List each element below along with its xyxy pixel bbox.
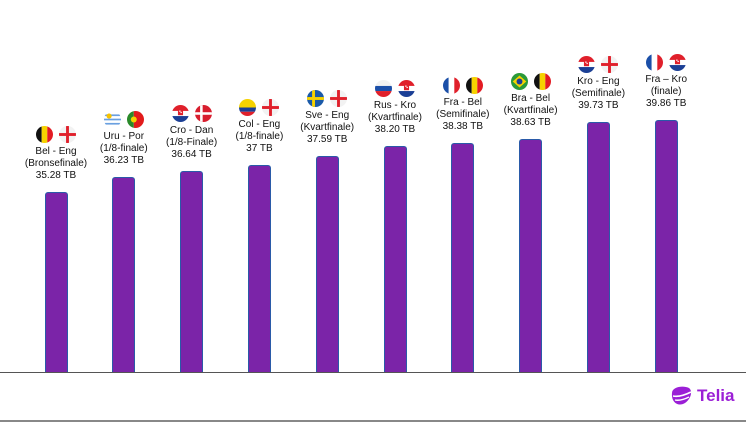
match-text: Uru - Por xyxy=(103,131,145,142)
value-label-text: 39.73 TB xyxy=(578,100,619,112)
colombia-flag-icon xyxy=(239,98,257,116)
stage-text: (1/8-finale) xyxy=(235,130,284,142)
bar-5 xyxy=(383,146,407,373)
uruguay-flag-icon xyxy=(103,111,121,128)
bar-label-8: Kro - Eng (Semifinale) 39.73 TB xyxy=(543,56,653,112)
belgium-flag-icon xyxy=(533,73,551,91)
bar-chart: Bel - Eng (Bronsefinale) 35.28 TB Uru - Por… xyxy=(1,54,721,373)
bar-label-9: Fra – Kro (finale) 39.86 TB xyxy=(611,54,721,110)
bar-label-5: Rus - Kro (Kvartfinale) 38.20 TB xyxy=(340,80,450,136)
belgium-flag-icon xyxy=(36,125,53,143)
match-text: Sve - Eng xyxy=(305,109,350,121)
value-label-text: 38.20 TB xyxy=(374,124,416,136)
stage-text: (Semifinale) xyxy=(571,88,626,100)
bar-label-0: Bel - Eng (Bronsefinale) 35.28 TB xyxy=(1,125,111,182)
bar-3 xyxy=(247,164,271,373)
russia-flag-icon xyxy=(375,80,392,98)
flags xyxy=(340,80,450,98)
match-text: Bra - Bel xyxy=(511,93,551,105)
england-flag-icon xyxy=(59,125,76,143)
bar-label-3: Col - Eng (1/8-finale) 37 TB xyxy=(204,98,314,155)
denmark-flag-icon xyxy=(194,104,212,122)
flags xyxy=(1,125,111,143)
match-text: Rus - Kro xyxy=(373,100,417,112)
england-flag-icon xyxy=(601,56,619,74)
value-label-text: 39.86 TB xyxy=(645,98,687,109)
portugal-flag-icon xyxy=(126,111,144,128)
bar-label-6: Fra - Bel (Semifinale) 38.38 TB xyxy=(408,77,518,133)
stage-text: (Kvartfinale) xyxy=(503,105,558,117)
bar-7 xyxy=(519,139,543,373)
telia-logo-icon xyxy=(671,386,692,405)
brazil-flag-icon xyxy=(510,73,528,91)
value-label-text: 35.28 TB xyxy=(35,169,77,181)
match-text: Fra – Kro xyxy=(645,74,688,85)
value-label-text: 36.23 TB xyxy=(103,155,144,166)
stage-text: (finale) xyxy=(650,86,682,97)
bar-1 xyxy=(112,176,136,373)
flags xyxy=(476,73,586,91)
croatia-flag-icon xyxy=(171,104,189,122)
telia-logo-text: Telia xyxy=(697,386,735,405)
match-text: Cro - Dan xyxy=(169,124,214,136)
flags xyxy=(272,89,382,107)
croatia-flag-icon xyxy=(578,56,596,74)
value-label-text: 37 TB xyxy=(246,142,273,154)
flags xyxy=(543,56,653,74)
match-text: Fra - Bel xyxy=(443,97,482,109)
stage-text: (Kvartfinale) xyxy=(300,121,355,133)
flags xyxy=(69,111,179,128)
value-label-text: 38.38 TB xyxy=(442,121,483,133)
sweden-flag-icon xyxy=(307,89,325,107)
france-flag-icon xyxy=(646,54,664,71)
flags xyxy=(408,77,518,95)
telia-logo: Telia xyxy=(669,385,734,407)
x-axis-line xyxy=(0,372,746,373)
flags xyxy=(204,98,314,116)
bar-label-2: Cro - Dan (1/8-Finale) 36.64 TB xyxy=(137,104,247,161)
match-text: Kro - Eng xyxy=(577,76,620,88)
bar-4 xyxy=(315,155,339,373)
france-flag-icon xyxy=(442,77,460,95)
bar-label-1: Uru - Por (1/8-finale) 36.23 TB xyxy=(69,111,179,167)
match-text: Col - Eng xyxy=(238,118,281,130)
england-flag-icon xyxy=(330,89,348,107)
england-flag-icon xyxy=(262,98,280,116)
bar-8 xyxy=(586,122,610,373)
stage-text: (Semifinale) xyxy=(436,109,490,121)
flags xyxy=(137,104,247,122)
belgium-flag-icon xyxy=(465,77,483,95)
value-label-text: 38.63 TB xyxy=(510,117,551,129)
stage-text: (1/8-Finale) xyxy=(166,136,218,148)
bar-label-7: Bra - Bel (Kvartfinale) 38.63 TB xyxy=(476,73,586,129)
value-label-text: 36.64 TB xyxy=(171,148,212,160)
bar-label-4: Sve - Eng (Kvartfinale) 37.59 TB xyxy=(272,89,382,146)
value-label-text: 37.59 TB xyxy=(306,133,348,145)
bar-0 xyxy=(44,191,68,373)
stage-text: (1/8-finale) xyxy=(99,143,148,154)
stage-text: (Kvartfinale) xyxy=(368,112,422,124)
match-text: Bel - Eng xyxy=(35,145,77,157)
footer-divider xyxy=(0,420,746,422)
croatia-flag-icon xyxy=(398,80,415,98)
bar-9 xyxy=(654,119,678,373)
bar-6 xyxy=(451,143,475,373)
croatia-flag-icon xyxy=(669,54,687,71)
bar-2 xyxy=(180,170,204,373)
stage-text: (Bronsefinale) xyxy=(24,157,88,169)
flags xyxy=(611,54,721,71)
